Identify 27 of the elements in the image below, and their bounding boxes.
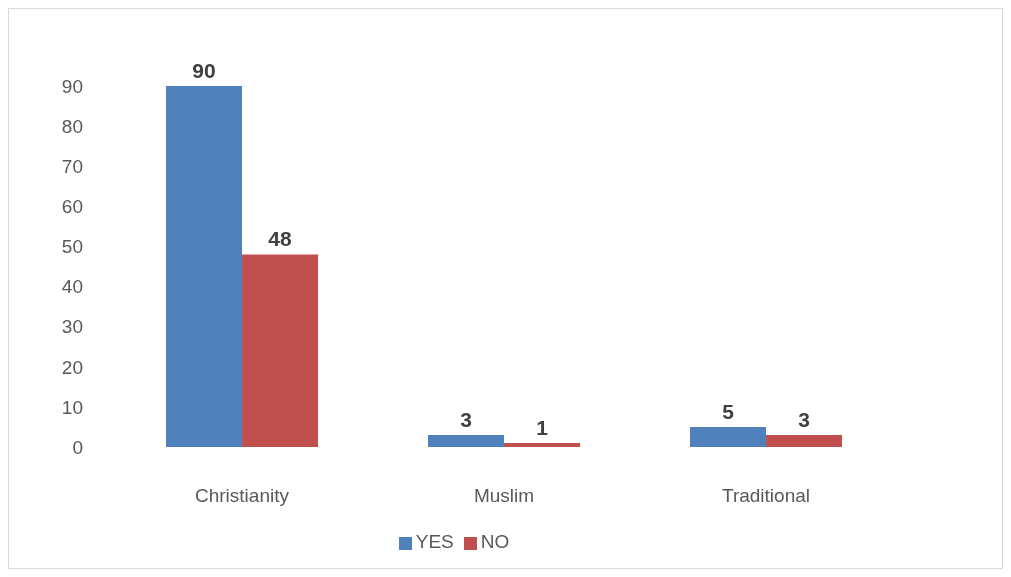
legend-label: YES xyxy=(415,531,454,552)
x-tick-label: Traditional xyxy=(721,485,811,507)
y-tick-label: 0 xyxy=(72,436,83,458)
y-tick-label: 20 xyxy=(61,356,83,378)
data-label: 48 xyxy=(268,227,293,251)
y-tick-label: 50 xyxy=(61,236,83,258)
x-tick-label: Christianity xyxy=(195,485,290,507)
y-tick-label: 70 xyxy=(61,155,83,177)
data-label: 3 xyxy=(460,407,472,431)
data-label: 1 xyxy=(536,415,549,439)
data-label: 90 xyxy=(192,59,216,82)
y-tick-label: 30 xyxy=(61,316,83,338)
x-tick-label: Muslim xyxy=(473,485,535,507)
y-tick-label: 10 xyxy=(61,396,83,418)
bar xyxy=(504,442,581,447)
y-tick-label: 60 xyxy=(61,196,83,218)
y-tick-label: 90 xyxy=(61,75,83,97)
data-label: 3 xyxy=(798,407,810,431)
bar xyxy=(428,434,505,447)
bar xyxy=(690,426,767,447)
bar xyxy=(242,254,319,447)
bar xyxy=(166,86,243,447)
bar xyxy=(766,434,843,447)
legend-label: NO xyxy=(480,531,510,552)
y-tick-label: 80 xyxy=(61,115,83,137)
y-tick-label: 40 xyxy=(61,276,83,298)
data-label: 5 xyxy=(722,399,735,423)
